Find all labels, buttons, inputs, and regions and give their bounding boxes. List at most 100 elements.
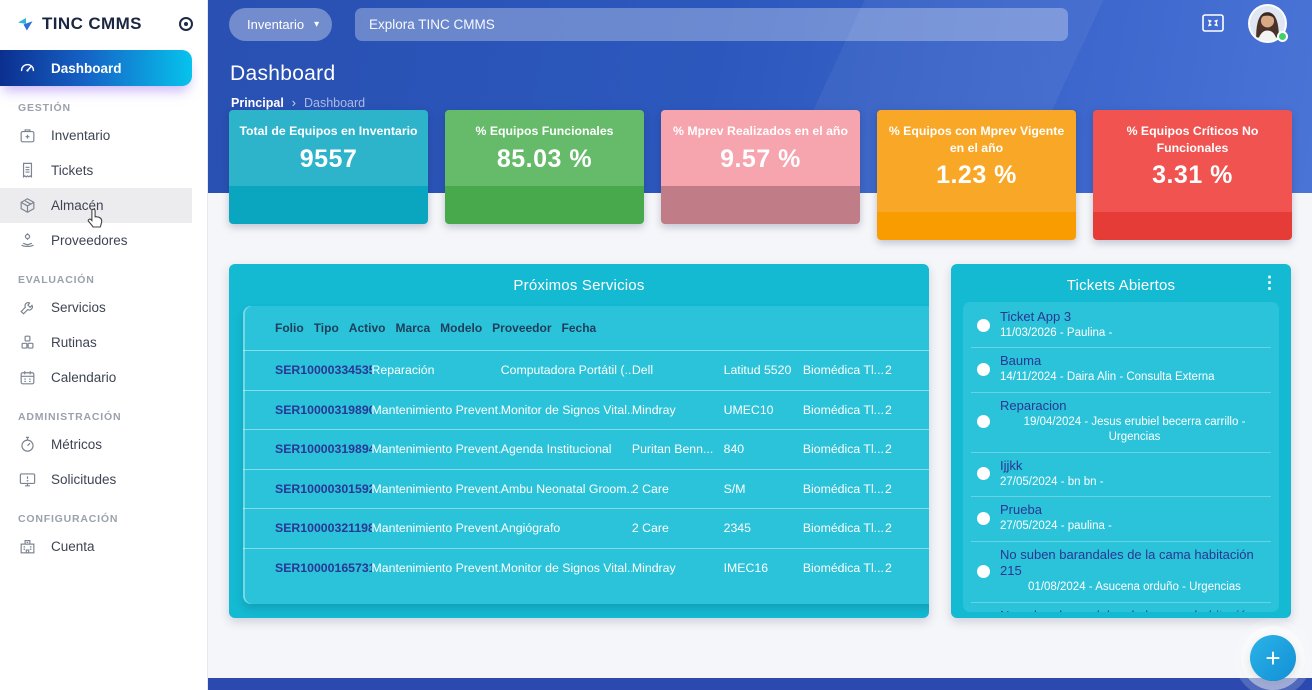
ticket-title[interactable]: Bauma xyxy=(1000,353,1042,369)
upcoming-services-panel: Próximos Servicios Folio Tipo Activo Mar… xyxy=(229,264,929,618)
kpi-card: % Mprev Realizados en el año 9.57 % xyxy=(661,110,860,224)
table-row[interactable]: SER10000319890 Mantenimiento Prevent... … xyxy=(243,389,929,430)
ticket-item[interactable]: Reparacion 19/04/2024 - Jesus erubiel be… xyxy=(971,393,1271,453)
cell-proveedor: Biomédica Tl... xyxy=(802,402,884,417)
ticket-title[interactable]: Reparacion xyxy=(1000,397,1067,413)
fullscreen-button[interactable] xyxy=(1201,13,1225,33)
cell-proveedor: Biomédica Tl... xyxy=(802,363,884,378)
ticket-item[interactable]: No suben barandales de la cama habitació… xyxy=(971,542,1271,603)
building-icon xyxy=(20,539,35,554)
ticket-title[interactable]: Prueba xyxy=(1000,502,1042,518)
ticket-bullet-icon xyxy=(977,467,990,481)
ticket-meta: 01/08/2024 - Asucena orduño - Urgencias xyxy=(1028,581,1241,594)
breadcrumb-current: Dashboard xyxy=(303,96,366,110)
ticket-item[interactable]: No suben barandales de la cama habitació… xyxy=(971,603,1271,612)
services-table-header: Folio Tipo Activo Marca Modelo Proveedor… xyxy=(243,306,929,350)
column-header: Modelo xyxy=(440,321,483,335)
cell-tipo: Mantenimiento Prevent... xyxy=(371,402,501,417)
context-dropdown[interactable]: Inventario ▾ xyxy=(229,8,333,41)
app-title: TINC CMMS xyxy=(42,14,142,33)
kpi-value: 85.03 % xyxy=(496,144,593,173)
table-row[interactable]: SER10000165731 Mantenimiento Prevent... … xyxy=(243,547,929,588)
cell-fecha: 2 xyxy=(884,402,892,417)
sidebar-item-dashboard[interactable]: Dashboard xyxy=(0,50,192,86)
sidebar-item-servicios[interactable]: Servicios xyxy=(0,290,207,325)
kpi-title: % Equipos con Mprev Vigente en el año xyxy=(888,124,1065,155)
cell-fecha: 2 xyxy=(884,521,892,536)
ticket-title[interactable]: Ticket App 3 xyxy=(1000,309,1072,324)
kebab-menu-icon[interactable]: ⋮ xyxy=(1261,273,1278,292)
ticket-item[interactable]: Ijjkk 27/05/2024 - bn bn - xyxy=(971,453,1271,498)
sidebar-item-cuenta[interactable]: Cuenta xyxy=(0,529,207,564)
add-button[interactable]: + xyxy=(1250,635,1296,681)
ticket-text: No suben barandales de la cama habitació… xyxy=(1000,547,1269,596)
tickets-list: Ticket App 3 11/03/2026 - Paulina - Baum… xyxy=(963,302,1279,612)
column-header: Activo xyxy=(348,321,386,335)
cell-marca: 2 Care xyxy=(631,521,669,536)
section-evaluacion: EVALUACIÓN xyxy=(18,274,95,286)
table-row[interactable]: SER10000321198 Mantenimiento Prevent... … xyxy=(243,508,929,548)
sidebar-item-calendario[interactable]: Calendario xyxy=(0,360,207,395)
services-table-body: SER10000334535 Reparación Computadora Po… xyxy=(243,350,929,587)
sidebar-item-label: Servicios xyxy=(51,300,106,315)
ticket-title[interactable]: No suben barandales de la cama habitació… xyxy=(1000,608,1269,612)
sidebar-item-tickets[interactable]: Tickets xyxy=(0,153,207,188)
table-row[interactable]: SER10000301592 Mantenimiento Prevent... … xyxy=(243,468,929,509)
kpi-card-footer xyxy=(229,186,428,224)
search-input[interactable] xyxy=(355,8,1068,41)
folio-link[interactable]: SER10000319894 xyxy=(275,442,372,457)
sidebar-item-label: Calendario xyxy=(51,370,117,385)
sidebar-item-proveedores[interactable]: Proveedores xyxy=(0,223,207,258)
online-status-dot xyxy=(1277,31,1288,42)
column-header: Fecha xyxy=(561,321,597,335)
sidebar-item-almacen[interactable]: Almacén xyxy=(0,188,192,223)
section-configuracion: CONFIGURACIÓN xyxy=(18,513,119,525)
folio-link[interactable]: SER10000165731 xyxy=(275,560,372,575)
ticket-title[interactable]: No suben barandales de la cama habitació… xyxy=(1000,546,1254,579)
sidebar-item-inventario[interactable]: Inventario xyxy=(0,118,207,153)
sidebar-item-label: Inventario xyxy=(51,128,111,143)
cell-marca: Mindray xyxy=(631,402,676,417)
cell-fecha: 2 xyxy=(884,442,892,457)
folio-link[interactable]: SER10000334535 xyxy=(275,363,372,378)
sidebar-item-solicitudes[interactable]: Solicitudes xyxy=(0,462,207,497)
sidebar-item-rutinas[interactable]: Rutinas xyxy=(0,325,207,360)
monitor-alert-icon xyxy=(19,473,36,487)
kpi-card-top: Total de Equipos en Inventario 9557 xyxy=(229,110,428,186)
cell-tipo: Reparación xyxy=(371,363,435,378)
sidebar-item-label: Solicitudes xyxy=(51,472,117,487)
ticket-item[interactable]: Prueba 27/05/2024 - paulina - xyxy=(971,497,1271,542)
kpi-card-footer xyxy=(1093,212,1292,240)
cell-modelo: UMEC10 xyxy=(723,402,774,417)
dashboard-gauge-icon xyxy=(20,63,35,72)
cell-modelo: Latitud 5520 xyxy=(723,363,792,378)
ticket-title[interactable]: Ijjkk xyxy=(1000,457,1023,473)
cell-tipo: Mantenimiento Prevent... xyxy=(371,560,501,575)
table-row[interactable]: SER10000319894 Mantenimiento Prevent... … xyxy=(243,429,929,469)
folio-link[interactable]: SER10000301592 xyxy=(275,481,372,496)
sidebar-collapse-icon[interactable] xyxy=(179,17,193,31)
cell-proveedor: Biomédica Tl... xyxy=(802,481,884,496)
ticket-item[interactable]: Bauma 14/11/2024 - Daira Alin - Consulta… xyxy=(971,348,1271,393)
cell-activo: Agenda Institucional xyxy=(500,442,612,457)
chevron-down-icon: ▾ xyxy=(314,19,320,30)
sidebar-item-metricos[interactable]: Métricos xyxy=(0,427,207,462)
sidebar-item-label: Dashboard xyxy=(51,60,122,76)
kpi-card-footer xyxy=(877,212,1076,240)
folio-link[interactable]: SER10000321198 xyxy=(275,521,372,536)
cell-marca: Puritan Benn... xyxy=(631,442,714,457)
folio-link[interactable]: SER10000319890 xyxy=(275,402,372,417)
ticket-text: Ijjkk 27/05/2024 - bn bn - xyxy=(1000,458,1104,490)
supplier-hand-gear-icon xyxy=(21,233,34,247)
ticket-text: Ticket App 3 11/03/2026 - Paulina - xyxy=(1000,309,1112,341)
ticket-text: Bauma 14/11/2024 - Daira Alin - Consulta… xyxy=(1000,353,1215,385)
ticket-meta: 14/11/2024 - Daira Alin - Consulta Exter… xyxy=(1000,371,1215,384)
ticket-item[interactable]: Ticket App 3 11/03/2026 - Paulina - xyxy=(971,304,1271,349)
kpi-card: % Equipos con Mprev Vigente en el año 1.… xyxy=(877,110,1076,240)
column-header: Marca xyxy=(395,321,431,335)
avatar[interactable] xyxy=(1248,4,1287,43)
table-row[interactable]: SER10000334535 Reparación Computadora Po… xyxy=(243,350,929,390)
breadcrumb-principal[interactable]: Principal xyxy=(231,96,284,110)
column-header: Folio xyxy=(275,321,304,335)
column-header: Proveedor xyxy=(492,321,552,335)
